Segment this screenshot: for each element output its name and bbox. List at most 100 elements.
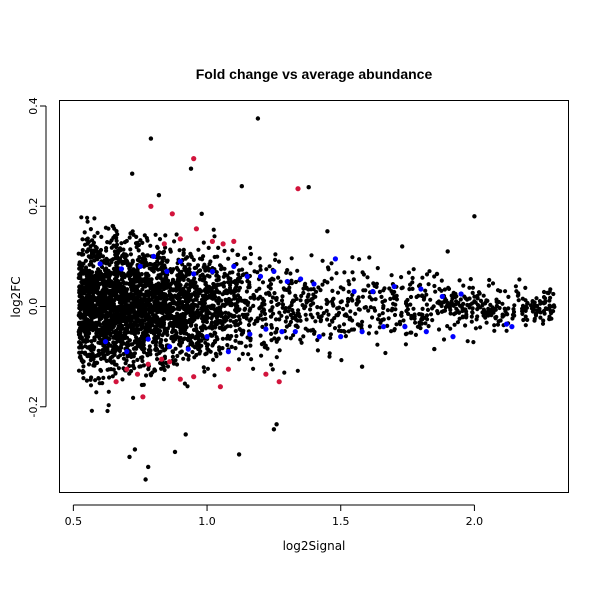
data-point — [97, 261, 103, 267]
data-point — [533, 311, 539, 317]
x-axis: 0.5 1.0 1.5 2.0 — [65, 504, 484, 528]
data-point — [402, 324, 408, 330]
data-point — [146, 464, 151, 470]
plot-frame — [59, 100, 569, 493]
data-point — [247, 331, 253, 337]
data-point — [199, 211, 204, 216]
data-point — [156, 193, 162, 198]
data-point — [127, 454, 132, 460]
data-point — [231, 263, 237, 269]
data-point — [292, 329, 298, 335]
data-point — [161, 241, 167, 247]
data-point — [380, 324, 387, 330]
cloud-points — [76, 215, 557, 414]
data-point — [167, 344, 173, 350]
data-point — [439, 293, 445, 300]
data-point — [276, 379, 282, 385]
data-point — [191, 156, 197, 162]
data-point — [284, 278, 290, 285]
data-point — [183, 432, 188, 437]
data-point — [159, 356, 165, 362]
data-point — [311, 281, 317, 287]
data-point — [239, 184, 244, 189]
data-point — [255, 116, 261, 121]
y-axis-label: log2FC — [9, 276, 23, 317]
data-point — [124, 366, 130, 372]
data-point — [359, 329, 365, 335]
y-tick-label: 0.2 — [27, 198, 40, 216]
data-point — [130, 171, 135, 176]
data-point — [306, 185, 311, 190]
data-point — [177, 258, 183, 264]
data-point — [418, 286, 424, 292]
data-point — [164, 268, 170, 274]
points-layer — [97, 116, 552, 482]
data-point — [145, 361, 151, 367]
data-point — [231, 238, 237, 244]
data-point — [188, 166, 194, 171]
data-point — [113, 379, 119, 385]
data-point — [244, 273, 250, 279]
data-point — [151, 253, 157, 259]
data-point — [236, 452, 242, 457]
data-point — [191, 271, 197, 277]
data-point — [458, 291, 464, 297]
x-tick-label: 2.0 — [466, 515, 484, 528]
data-point — [204, 334, 210, 340]
data-point — [472, 214, 477, 219]
data-point — [325, 229, 330, 234]
data-point — [263, 371, 269, 377]
data-point — [295, 186, 301, 192]
data-point — [351, 288, 357, 295]
data-point — [167, 359, 173, 365]
series-2 — [113, 156, 301, 400]
data-point — [338, 334, 344, 340]
data-point — [274, 422, 279, 427]
data-point — [148, 203, 154, 209]
data-point — [209, 238, 215, 244]
data-point — [124, 349, 130, 355]
data-point — [225, 366, 231, 372]
data-point — [209, 268, 215, 274]
data-point — [257, 273, 264, 279]
data-point — [137, 263, 143, 269]
x-tick-label: 1.5 — [332, 515, 350, 528]
data-point — [434, 271, 440, 277]
data-point — [169, 211, 175, 217]
data-point — [191, 374, 197, 380]
data-point — [391, 283, 397, 290]
x-tick-label: 1.0 — [198, 515, 216, 528]
data-point — [445, 249, 450, 254]
y-axis: -0.2 0.0 0.2 0.4 — [27, 97, 47, 418]
series-0 — [127, 116, 552, 482]
data-point — [450, 334, 456, 340]
data-point — [177, 376, 183, 382]
data-point — [503, 321, 510, 327]
x-tick-label: 0.5 — [65, 515, 83, 528]
data-point — [279, 329, 285, 335]
x-axis-label: log2Signal — [283, 539, 346, 553]
data-point — [193, 226, 199, 232]
data-point — [547, 316, 552, 322]
data-point — [316, 334, 322, 340]
data-point — [148, 136, 154, 141]
data-point — [185, 346, 191, 352]
data-point — [140, 394, 146, 400]
data-point — [263, 326, 269, 332]
data-point — [177, 236, 183, 242]
data-point — [271, 427, 277, 432]
data-point — [132, 447, 138, 452]
data-point — [134, 371, 141, 377]
data-point — [432, 346, 437, 352]
y-tick-label: 0.0 — [27, 298, 40, 316]
data-point — [400, 244, 405, 249]
data-point — [359, 364, 365, 369]
dense-point-cloud — [76, 215, 557, 414]
chart-title: Fold change vs average abundance — [196, 66, 433, 82]
data-point — [118, 266, 125, 272]
data-point — [217, 384, 223, 390]
data-point — [172, 449, 178, 455]
data-point — [332, 256, 338, 262]
data-point — [143, 477, 148, 482]
